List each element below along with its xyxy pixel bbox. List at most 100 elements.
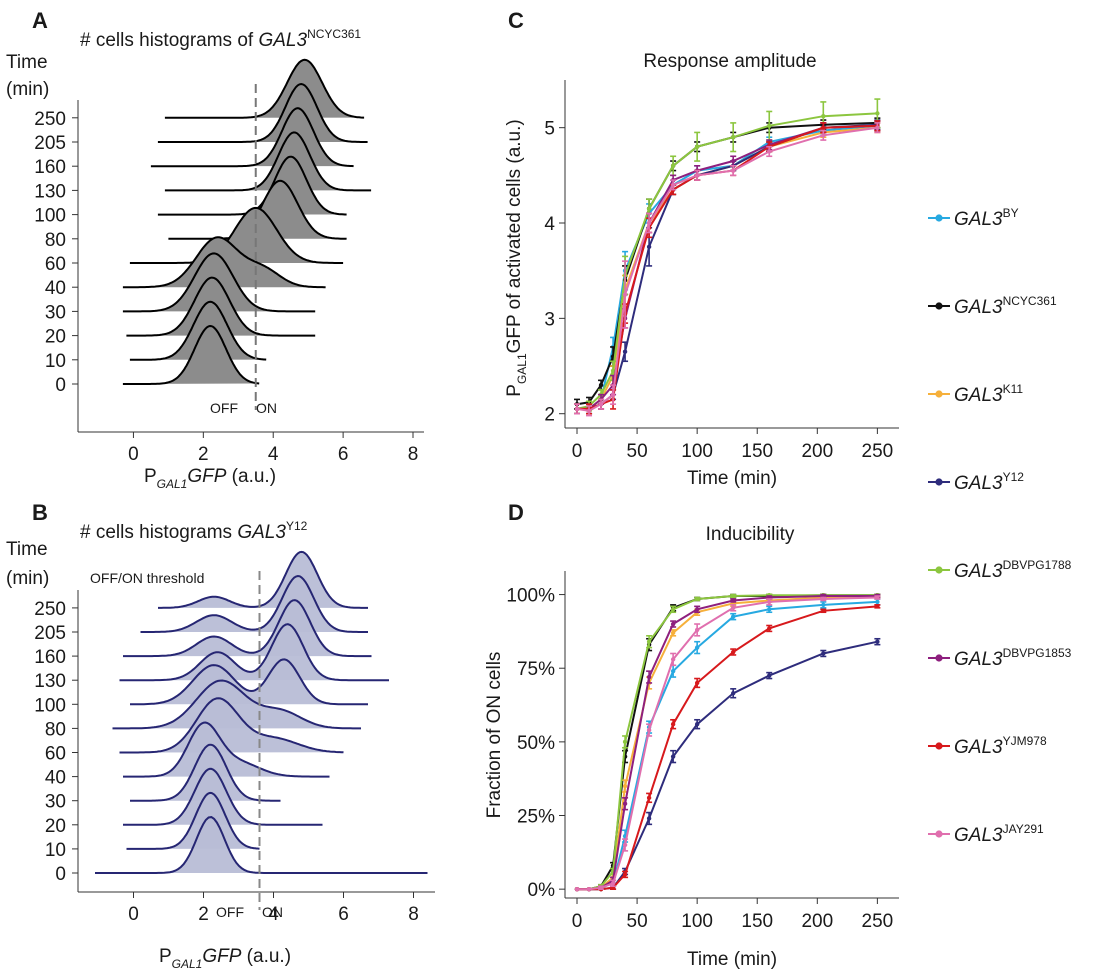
panel-d-data-point xyxy=(586,886,592,892)
panel-d-data-point xyxy=(694,607,700,612)
panel-b-off-label: OFF xyxy=(216,904,244,920)
panel-c-data-point xyxy=(731,168,736,173)
legend-swatch-dot xyxy=(935,566,943,574)
panel-a-y-tick-label: 10 xyxy=(45,351,66,372)
legend-label-sup: DBVPG1853 xyxy=(1003,646,1072,660)
panel-d-y-tick-label: 75% xyxy=(517,659,555,680)
panel-a-y-tick-label: 0 xyxy=(55,375,66,396)
panel-c-data-point xyxy=(622,349,628,354)
panel-a-xlabel: PGAL1GFP (a.u.) xyxy=(144,466,276,491)
panel-c-data-point xyxy=(670,163,676,169)
panel-c-data-point xyxy=(875,125,880,130)
panel-a-ridge-line xyxy=(129,206,344,264)
legend-item: GAL3JAY291 xyxy=(928,822,1044,846)
panel-b-ridge-line xyxy=(95,816,428,874)
panel-d-data-point xyxy=(731,691,736,696)
panel-d-data-point xyxy=(731,605,736,611)
panel-d-data-point xyxy=(670,621,676,627)
panel-c-data-point xyxy=(610,392,616,397)
legend-item: GAL3BY xyxy=(928,206,1019,230)
panel-b-y-tick-label: 60 xyxy=(45,744,66,765)
panel-d-plot: 0 50 100 150 200 250 0% 25% 50% 75% 100% xyxy=(506,571,899,932)
panel-c-y-tick-label: 2 xyxy=(544,405,555,426)
panel-b-y-tick-label: 205 xyxy=(34,623,66,644)
panel-c-data-point xyxy=(731,158,736,164)
legend-label-gene: GAL3 xyxy=(954,561,1003,582)
panel-c-data-point xyxy=(598,401,604,407)
panel-d-data-point xyxy=(694,645,700,650)
panel-a-title-gene: GAL3 xyxy=(258,30,307,51)
panel-c-data-point xyxy=(767,123,772,128)
legend-label: GAL3JAY291 xyxy=(954,822,1044,846)
panel-d-data-point xyxy=(694,721,700,727)
panel-a-y-tick-label: 40 xyxy=(45,278,66,299)
panel-d-data-point xyxy=(610,881,616,886)
panel-b-x-tick-label: 2 xyxy=(198,904,209,925)
panel-b-xlabel-gfp: GFP xyxy=(202,946,241,967)
panel-c-ylabel-rest: GFP of activated cells (a.u.) xyxy=(504,119,525,353)
legend: GAL3BYGAL3NCYC361GAL3K11GAL3Y12GAL3DBVPG… xyxy=(928,206,1072,846)
panel-c-data-point xyxy=(694,144,700,149)
panel-d-data-point xyxy=(767,599,772,605)
legend-swatch-dot xyxy=(935,302,943,310)
panel-d-data-point xyxy=(694,627,700,633)
panel-c-data-point xyxy=(646,244,652,250)
panel-a-ridge-line xyxy=(129,300,267,361)
legend-label-sup: Y12 xyxy=(1003,470,1025,484)
panel-c-series-line xyxy=(576,126,878,412)
panel-d-data-point xyxy=(875,599,880,605)
panel-b-title-gene: GAL3 xyxy=(237,522,286,543)
panel-c-series-line xyxy=(577,123,878,410)
panel-d-data-point xyxy=(670,721,676,727)
panel-b-ridge-line xyxy=(123,721,330,778)
panel-d-data-point xyxy=(646,674,652,680)
panel-c-data-point xyxy=(646,206,652,211)
legend-item: GAL3NCYC361 xyxy=(928,294,1057,318)
panel-a-ylabel-unit: (min) xyxy=(6,79,49,100)
panel-c-x-tick-label: 0 xyxy=(572,441,583,462)
panel-c-series-line xyxy=(576,112,878,410)
panel-b-ridge-line xyxy=(140,574,368,633)
panel-c-data-point xyxy=(586,408,592,414)
panel-b-letter: B xyxy=(32,500,48,525)
panel-b-y-tick-label: 40 xyxy=(45,768,66,789)
panel-b-x-tick-label: 6 xyxy=(338,904,349,925)
legend-label-gene: GAL3 xyxy=(954,473,1003,494)
legend-item: GAL3DBVPG1788 xyxy=(928,558,1072,582)
panel-c-series-line xyxy=(577,124,878,410)
panel-d-data-point xyxy=(598,885,604,890)
panel-a-title-sup: NCYC361 xyxy=(307,27,361,41)
panel-d-letter: D xyxy=(508,500,524,525)
panel-c-y-tick-label: 5 xyxy=(544,119,555,140)
legend-label-sup: BY xyxy=(1003,206,1019,220)
panel-b-on-label: ON xyxy=(262,904,283,920)
panel-c-data-point xyxy=(821,125,826,130)
panel-b-y-tick-label: 0 xyxy=(55,864,66,885)
panel-a-x-tick-label: 0 xyxy=(128,444,139,465)
panel-b-ridge-fill xyxy=(123,722,330,777)
legend-label-gene: GAL3 xyxy=(954,209,1003,230)
panel-d-data-point xyxy=(821,651,826,656)
panel-d-data-point xyxy=(670,607,676,612)
panel-c-data-point xyxy=(610,368,616,373)
panel-c-letter: C xyxy=(508,8,524,33)
legend-label-gene: GAL3 xyxy=(954,297,1003,318)
panel-a-y-tick-label: 60 xyxy=(45,254,66,275)
panel-b-ridge-fill xyxy=(140,576,368,632)
panel-c-plot: 0 50 100 150 200 250 2 3 4 5 xyxy=(544,80,899,462)
panel-d-xlabel: Time (min) xyxy=(687,949,777,970)
panel-c-title: Response amplitude xyxy=(643,51,816,72)
panel-b-xlabel: PGAL1GFP (a.u.) xyxy=(159,946,291,971)
panel-b-ridge-line xyxy=(130,743,281,802)
panel-b-title-sup: Y12 xyxy=(286,519,308,533)
panel-a-y-tick-label: 100 xyxy=(34,206,66,227)
panel-d-data-point xyxy=(574,886,580,892)
panel-b-y-tick-label: 160 xyxy=(34,647,66,668)
panel-c-x-tick-label: 150 xyxy=(741,441,773,462)
panel-a-ridge-fill xyxy=(122,326,260,384)
panel-a-y-tick-label: 80 xyxy=(45,230,66,251)
legend-swatch-dot xyxy=(935,214,943,222)
legend-label: GAL3DBVPG1853 xyxy=(954,646,1072,670)
panel-d-x-tick-label: 100 xyxy=(681,911,713,932)
